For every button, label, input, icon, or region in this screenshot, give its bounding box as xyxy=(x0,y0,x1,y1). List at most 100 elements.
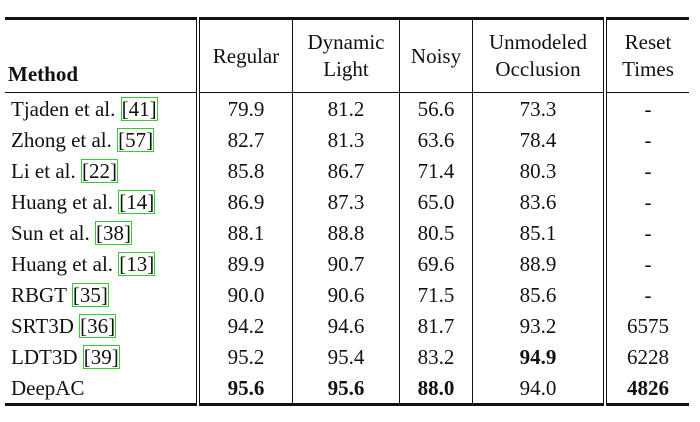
method-cell: Huang et al. [14] xyxy=(5,186,200,217)
value-cell: 71.4 xyxy=(399,155,473,186)
table-header: Method Regular Dynamic Light Noisy Unmodeled O… xyxy=(5,18,689,93)
method-name: Tjaden et al. xyxy=(11,96,116,121)
value-cell: 81.2 xyxy=(292,92,400,124)
value-cell: 4826 xyxy=(627,375,669,400)
citation: [38] xyxy=(95,220,132,245)
value-cell: 88.1 xyxy=(198,217,293,248)
table-body: Tjaden et al. [41] 79.9 81.2 56.6 73.3 - Zhong… xyxy=(5,92,689,405)
value-cell: 88.9 xyxy=(472,248,607,279)
header-text: Method xyxy=(8,62,78,86)
header-cell: Unmodeled Occlusion xyxy=(472,18,607,93)
header-text: Noisy xyxy=(410,43,462,68)
value-cell: 71.5 xyxy=(399,279,473,310)
header-cell: Noisy xyxy=(399,18,473,93)
citation: [22] xyxy=(80,158,118,183)
header-text: Light xyxy=(323,57,369,81)
value-cell: 80.5 xyxy=(399,217,473,248)
header-row: Method Regular Dynamic Light Noisy Unmodeled O… xyxy=(5,18,689,93)
value-cell: 95.6 xyxy=(292,372,400,405)
method-cell: Sun et al. [38] xyxy=(5,217,200,248)
header-text: Reset xyxy=(624,30,672,54)
value-cell: 81.3 xyxy=(292,124,400,155)
header-text: Regular xyxy=(212,43,280,68)
value-cell: 93.2 xyxy=(472,310,607,341)
table-row: Sun et al. [38] 88.1 88.8 80.5 85.1- xyxy=(5,217,689,248)
method-cell: RBGT [35] xyxy=(5,279,200,310)
value-cell: 89.9 xyxy=(198,248,293,279)
citation: [57] xyxy=(117,127,155,152)
citation: [13] xyxy=(118,251,156,276)
header-text: Times xyxy=(622,57,674,81)
table-row: Li et al. [22] 85.8 86.7 71.4 80.3- xyxy=(5,155,689,186)
value-cell: 86.7 xyxy=(292,155,400,186)
value-cell: 63.6 xyxy=(399,124,473,155)
value-cell: 83.2 xyxy=(399,341,473,372)
header-cell: Regular xyxy=(198,18,293,93)
value-cell: - xyxy=(644,282,652,307)
citation: [35] xyxy=(71,282,109,307)
value-cell: 56.6 xyxy=(399,92,473,124)
method-name: Huang et al. xyxy=(11,251,114,276)
value-cell: 6228 xyxy=(627,344,669,369)
results-table: Method Regular Dynamic Light Noisy Unmodeled O… xyxy=(5,17,689,406)
method-cell: Tjaden et al. [41] xyxy=(5,92,200,124)
value-cell: - xyxy=(644,189,652,214)
method-name: DeepAC xyxy=(11,375,85,400)
method-name: Huang et al. xyxy=(11,189,114,214)
value-cell: 85.8 xyxy=(198,155,293,186)
value-cell: 6575 xyxy=(627,313,669,338)
header-text: Dynamic xyxy=(307,30,385,54)
value-cell: 94.9 xyxy=(472,341,607,372)
value-cell: 95.6 xyxy=(198,372,293,405)
table-row: Tjaden et al. [41] 79.9 81.2 56.6 73.3 - xyxy=(5,92,689,124)
value-cell: 94.6 xyxy=(292,310,400,341)
value-cell: 65.0 xyxy=(399,186,473,217)
table-row: LDT3D [39] 95.2 95.4 83.2 94.9 6228 xyxy=(5,341,689,372)
table-row: SRT3D [36] 94.2 94.6 81.7 93.2 6575 xyxy=(5,310,689,341)
value-cell: 90.7 xyxy=(292,248,400,279)
value-cell: 88.8 xyxy=(292,217,400,248)
value-cell: - xyxy=(644,251,652,276)
method-cell: SRT3D [36] xyxy=(5,310,200,341)
value-cell: 88.0 xyxy=(399,372,473,405)
value-cell: 83.6 xyxy=(472,186,607,217)
value-cell: - xyxy=(644,96,652,121)
citation: [14] xyxy=(118,189,156,214)
table-row: Huang et al. [14] 86.9 87.3 65.0 83.6- xyxy=(5,186,689,217)
method-name: Sun et al. xyxy=(11,220,90,245)
method-name: Li et al. xyxy=(11,158,76,183)
value-cell: 86.9 xyxy=(198,186,293,217)
header-text: Occlusion xyxy=(495,57,581,81)
value-cell: 79.9 xyxy=(198,92,293,124)
method-cell: LDT3D [39] xyxy=(5,341,200,372)
value-cell: 82.7 xyxy=(198,124,293,155)
method-name: LDT3D xyxy=(11,344,78,369)
method-cell: Li et al. [22] xyxy=(5,155,200,186)
header-cell: Reset Times xyxy=(605,19,689,93)
value-cell: 95.2 xyxy=(198,341,293,372)
value-cell: 90.0 xyxy=(198,279,293,310)
method-name: RBGT xyxy=(11,282,67,307)
method-name: Zhong et al. xyxy=(11,127,112,152)
value-cell: 81.7 xyxy=(399,310,473,341)
value-cell: 85.6 xyxy=(472,279,607,310)
header-text: Unmodeled xyxy=(489,30,587,54)
method-name: SRT3D xyxy=(11,313,74,338)
value-cell: 78.4 xyxy=(472,124,607,155)
value-cell: 73.3 xyxy=(472,92,607,124)
table-row: Zhong et al. [57] 82.7 81.3 63.6 78.4- xyxy=(5,124,689,155)
value-cell: 85.1 xyxy=(472,217,607,248)
method-cell: Zhong et al. [57] xyxy=(5,124,200,155)
table-row: DeepAC 95.6 95.6 88.0 94.0 4826 xyxy=(5,372,689,405)
table-row: Huang et al. [13] 89.9 90.7 69.6 88.9- xyxy=(5,248,689,279)
value-cell: 80.3 xyxy=(472,155,607,186)
citation: [36] xyxy=(79,313,117,338)
value-cell: 87.3 xyxy=(292,186,400,217)
method-cell: Huang et al. [13] xyxy=(5,248,200,279)
header-cell: Method xyxy=(5,18,200,93)
value-cell: - xyxy=(644,127,652,152)
value-cell: - xyxy=(644,158,652,183)
value-cell: 94.0 xyxy=(472,372,607,405)
value-cell: 95.4 xyxy=(292,341,400,372)
value-cell: 94.2 xyxy=(198,310,293,341)
